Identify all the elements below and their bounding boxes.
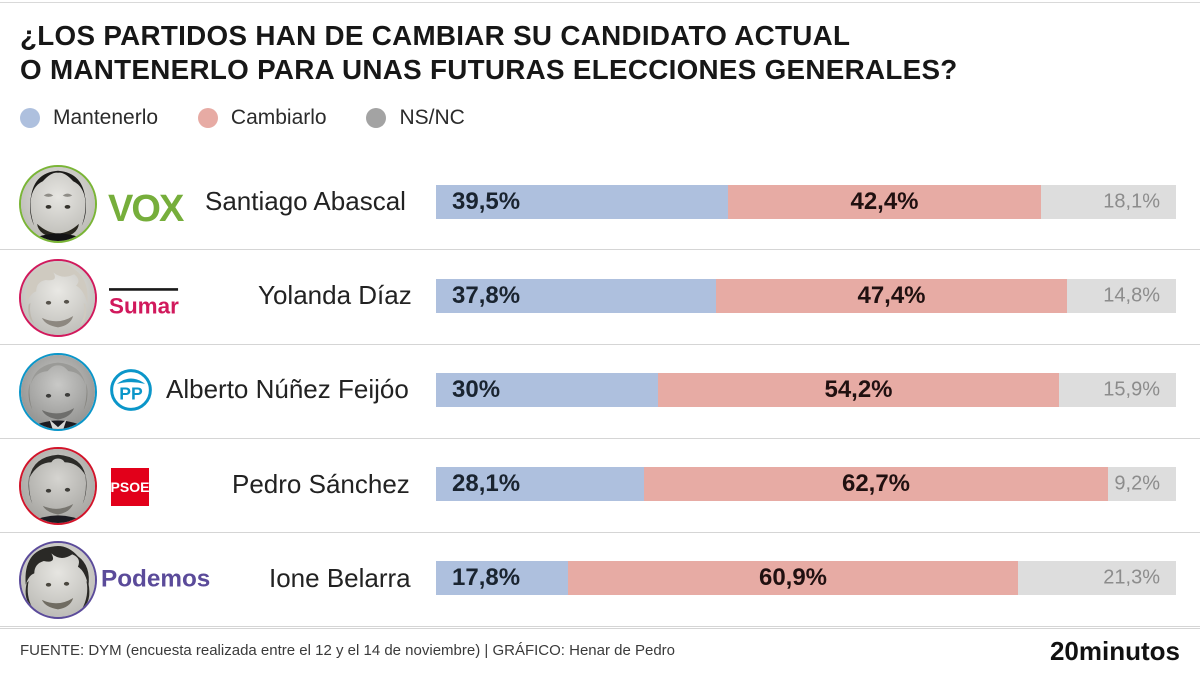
- svg-text:Sumar: Sumar: [109, 294, 179, 319]
- svg-text:Podemos: Podemos: [101, 565, 210, 592]
- svg-text:PP: PP: [119, 384, 143, 404]
- svg-text:VOX: VOX: [108, 188, 184, 230]
